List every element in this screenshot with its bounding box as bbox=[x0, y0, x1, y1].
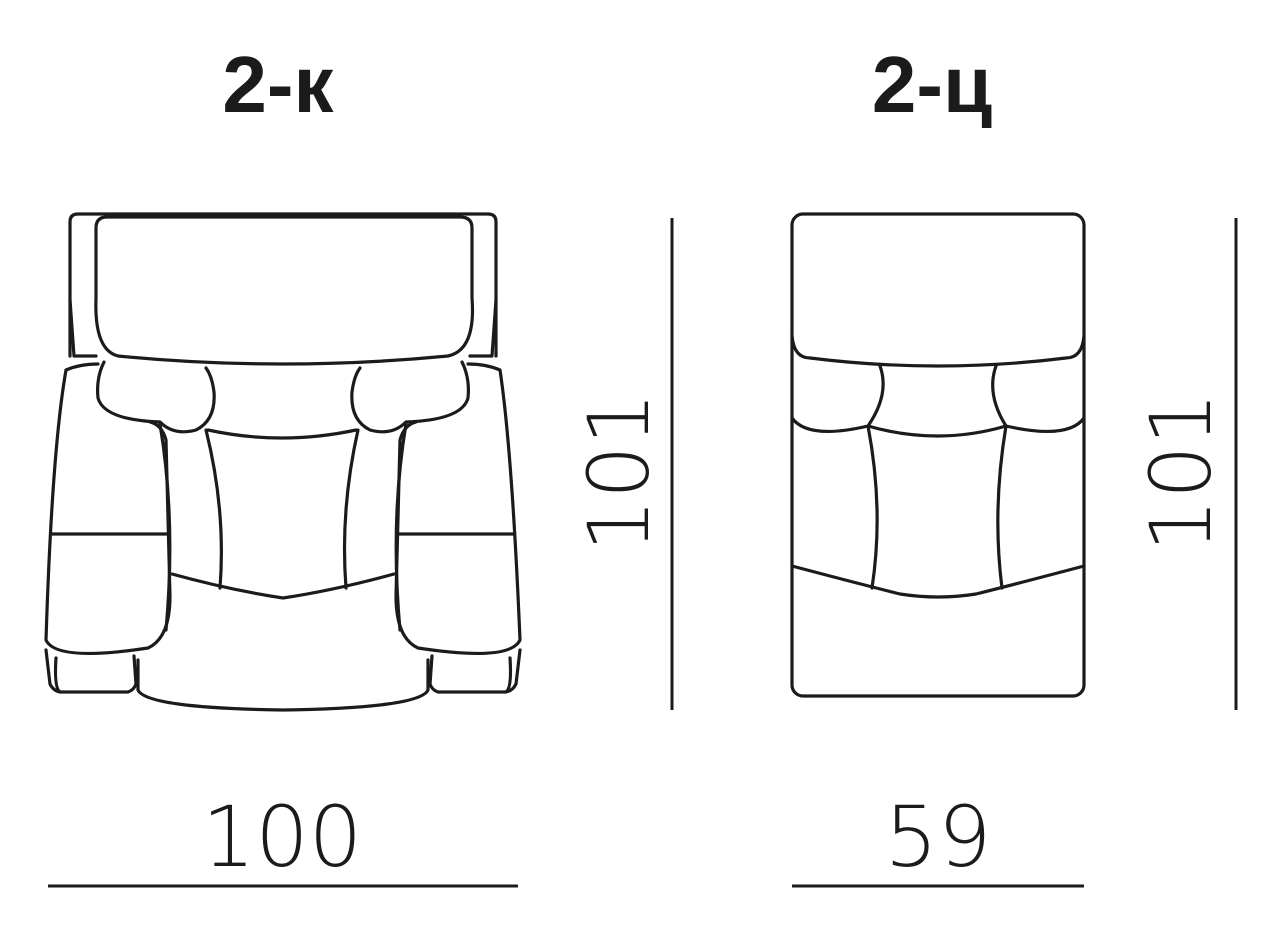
module-2c-back-cushion bbox=[790, 334, 1086, 368]
module-2k-seat-seam-left-outer bbox=[158, 422, 172, 632]
module-2k-seat-seam-left bbox=[204, 428, 223, 590]
module-2c-drawing bbox=[790, 212, 1086, 698]
module-2k-seat-front bbox=[170, 572, 396, 600]
module-2c-seat-top bbox=[866, 424, 1008, 438]
module-2k-right-arm-strip bbox=[468, 298, 498, 358]
module-2k-title: 2-к bbox=[222, 40, 334, 129]
module-2c: 2-ц 101 59 bbox=[790, 40, 1238, 888]
module-2k-seat-seam-right bbox=[342, 428, 360, 590]
module-2k-right-foot bbox=[428, 648, 522, 694]
module-2c-frame bbox=[790, 212, 1086, 698]
module-2c-seat-front bbox=[790, 564, 1086, 599]
module-2k-depth-label: 101 bbox=[570, 392, 668, 552]
module-2c-depth-label: 101 bbox=[1132, 392, 1230, 552]
module-2c-seat-seam-right bbox=[996, 424, 1008, 590]
module-2k-right-arm bbox=[394, 362, 522, 656]
module-2k-left-foot bbox=[44, 648, 138, 694]
module-2c-right-bolster bbox=[991, 364, 1086, 434]
module-2c-width-label: 59 bbox=[885, 788, 992, 886]
module-2k-front-base bbox=[136, 658, 430, 712]
module-2k-right-bolster bbox=[350, 360, 470, 434]
module-2k-seat-seam-right-outer bbox=[394, 422, 408, 632]
module-2k-width-label: 100 bbox=[202, 788, 362, 886]
module-2k-seat-top bbox=[206, 428, 358, 440]
module-2k-back-frame bbox=[68, 212, 498, 358]
module-2c-left-bolster bbox=[790, 364, 885, 434]
module-2k-left-arm bbox=[44, 362, 172, 656]
module-2c-seat-seam-left bbox=[866, 424, 879, 590]
module-2k-drawing bbox=[44, 212, 522, 712]
module-2k-left-bolster bbox=[96, 360, 216, 434]
module-2k-back-cushion bbox=[94, 215, 475, 366]
module-2k-left-arm-strip bbox=[68, 298, 98, 358]
module-2k: 2-к bbox=[44, 40, 674, 888]
module-2c-title: 2-ц bbox=[872, 40, 992, 129]
